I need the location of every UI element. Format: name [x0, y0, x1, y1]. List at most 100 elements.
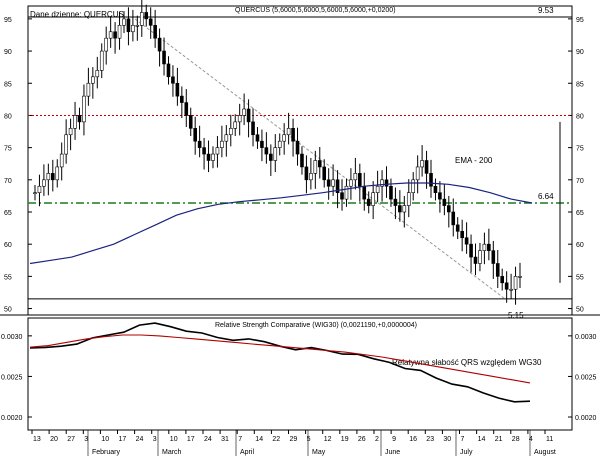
candle-body-99 [473, 256, 478, 264]
rsc-annotation: Relatywna słabość QRS względem WG30 [392, 358, 542, 367]
candle-body-3 [46, 173, 51, 181]
x-day-label-23: 23 [426, 436, 434, 443]
candle-body-30 [166, 63, 171, 78]
x-month-label-0: February [92, 449, 121, 456]
rsc-y-ticks: 0.0030 0.0030 0.0025 0.0025 0.0020 0.0020 [1, 334, 597, 422]
candle-body-82 [398, 205, 402, 213]
candle-body-76 [371, 192, 375, 206]
price-y-label-right-5: 70 [576, 178, 584, 185]
x-day-label-25: 7 [461, 436, 465, 443]
candle-body-7 [64, 134, 68, 155]
candle-body-102 [487, 243, 491, 251]
candle-body-75 [366, 198, 371, 206]
ema-200-line [29, 182, 533, 265]
ema-200-path [29, 182, 533, 265]
x-day-label-27: 21 [495, 436, 503, 443]
x-day-label-6: 24 [136, 436, 144, 443]
candle-body-40 [211, 153, 215, 161]
candle-body-13 [91, 76, 95, 84]
rsc-y-label-right-0: 0.0030 [575, 334, 597, 341]
candle-body-4 [50, 173, 55, 181]
level-label-green-dashdot: 6.64 [538, 192, 554, 201]
candle-body-24 [139, 12, 144, 26]
candle-body-44 [228, 128, 233, 136]
x-day-label-17: 12 [324, 436, 332, 443]
candle-body-101 [482, 243, 487, 251]
x-day-label-26: 14 [478, 436, 486, 443]
candle-body-71 [349, 179, 353, 187]
candle-body-73 [358, 173, 362, 187]
candle-body-85 [411, 179, 416, 193]
x-day-label-5: 17 [119, 436, 127, 443]
candle-body-17 [108, 31, 113, 39]
x-month-label-6: August [534, 449, 556, 456]
price-y-label-right-0: 95 [576, 17, 584, 24]
candle-body-9 [73, 115, 77, 129]
x-day-label-8: 10 [170, 436, 178, 443]
price-levels: 9.53 6.64 5.15 [28, 6, 572, 320]
candle-body-105 [500, 276, 505, 284]
x-day-label-7: 3 [153, 436, 157, 443]
candle-body-14 [95, 70, 100, 78]
price-y-label-right-6: 65 [576, 210, 584, 217]
price-y-label-right-4: 75 [576, 146, 584, 153]
candle-body-10 [77, 115, 82, 123]
candle-body-72 [353, 173, 358, 181]
x-day-label-15: 29 [290, 436, 298, 443]
candle-body-56 [282, 134, 286, 142]
candle-body-84 [406, 192, 411, 206]
candle-body-33 [180, 95, 184, 103]
candle-body-67 [331, 179, 335, 187]
price-y-label-left-5: 70 [4, 178, 12, 185]
candle-body-107 [509, 288, 513, 291]
candle-body-16 [104, 37, 108, 52]
candle-body-2 [42, 179, 46, 187]
candle-body-37 [197, 140, 202, 148]
x-day-label-3: 3 [84, 436, 88, 443]
rsc-y-label-left-0: 0.0030 [1, 334, 23, 341]
x-day-label-24: 30 [443, 436, 451, 443]
candle-body-46 [237, 115, 242, 123]
x-day-label-19: 26 [358, 436, 366, 443]
x-month-label-3: May [312, 449, 326, 456]
candle-body-79 [384, 179, 389, 187]
x-day-label-0: 13 [33, 436, 41, 443]
candle-body-32 [175, 82, 180, 97]
candle-body-15 [99, 50, 104, 71]
rsc-y-label-right-2: 0.0020 [575, 415, 597, 422]
candle-body-29 [162, 50, 166, 65]
candle-body-54 [273, 147, 278, 161]
candle-body-77 [375, 185, 380, 193]
rsc-title: Relative Strength Comparative (WIG30) (0… [215, 322, 417, 329]
price-y-label-right-2: 85 [576, 81, 584, 88]
candle-body-109 [518, 276, 522, 278]
candle-body-63 [313, 160, 318, 174]
x-day-label-9: 17 [187, 436, 195, 443]
candle-body-70 [344, 185, 349, 200]
candle-body-87 [420, 160, 424, 168]
price-y-label-right-7: 60 [576, 242, 584, 249]
rsc-y-label-left-1: 0.0025 [1, 374, 23, 381]
price-y-label-right-8: 55 [576, 274, 584, 281]
candle-body-103 [491, 250, 496, 264]
x-day-label-30: 11 [546, 436, 553, 443]
candle-body-35 [188, 115, 193, 129]
candle-body-89 [429, 173, 433, 187]
candle-body-53 [269, 153, 273, 161]
x-month-label-2: April [240, 449, 254, 456]
x-month-label-1: March [162, 449, 182, 456]
candle-body-92 [442, 198, 447, 206]
x-month-label-4: June [385, 449, 400, 456]
candle-body-31 [171, 76, 175, 84]
price-title: QUERCUS (5,6000,5,6000,5,6000,5,6000,+0,… [235, 7, 396, 14]
price-candles [33, 0, 522, 305]
level-label-support-low: 5.15 [508, 311, 524, 320]
price-y-label-left-2: 85 [4, 81, 12, 88]
candle-body-86 [415, 166, 420, 181]
candle-body-11 [82, 95, 86, 123]
price-y-label-left-3: 80 [4, 113, 12, 120]
x-day-label-21: 9 [392, 436, 396, 443]
price-y-label-right-3: 80 [576, 113, 584, 120]
x-day-label-29: 4 [529, 436, 533, 443]
candle-body-45 [233, 121, 238, 129]
